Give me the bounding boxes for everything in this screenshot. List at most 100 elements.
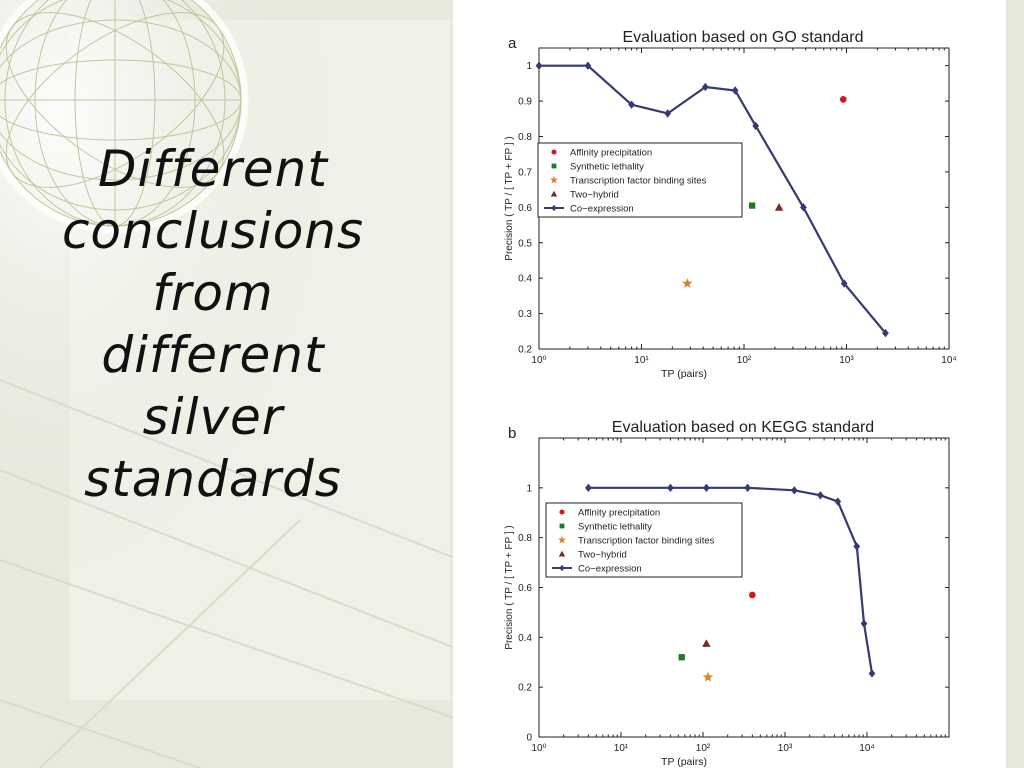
series-circle bbox=[839, 95, 847, 103]
x-tick-label: 10⁴ bbox=[941, 355, 956, 366]
data-point bbox=[551, 163, 557, 169]
legend-box bbox=[545, 502, 743, 578]
right-margin-strip bbox=[1006, 0, 1024, 768]
data-point bbox=[664, 109, 672, 118]
y-tick-label: 0.6 bbox=[518, 203, 532, 214]
data-point bbox=[800, 203, 807, 212]
y-axis-label: Precision ( TP / [ TP + FP ] ) bbox=[504, 525, 515, 649]
data-point bbox=[559, 509, 565, 515]
data-point bbox=[667, 483, 674, 493]
x-tick-label: 10¹ bbox=[634, 355, 649, 366]
data-point bbox=[744, 483, 751, 493]
legend: Affinity precipitation Synthetic lethalit… bbox=[537, 142, 743, 218]
chart-title: Evaluation based on KEGG standard bbox=[612, 419, 874, 436]
data-point bbox=[550, 175, 558, 184]
data-point bbox=[702, 671, 714, 682]
data-point bbox=[703, 483, 710, 493]
x-tick-label: 10⁴ bbox=[859, 743, 874, 754]
x-tick-label: 10² bbox=[737, 355, 752, 366]
data-point bbox=[774, 203, 784, 211]
go-standard-chart: a Evaluation based on GO standard 0.2 0.3 0.… bbox=[504, 29, 957, 380]
legend-box bbox=[537, 142, 743, 218]
data-point bbox=[834, 497, 842, 506]
figure-panel: a Evaluation based on GO standard 0.2 0.3 0.… bbox=[453, 0, 1006, 768]
data-point bbox=[868, 669, 876, 678]
data-point bbox=[559, 564, 565, 572]
data-point bbox=[731, 86, 739, 95]
data-point bbox=[558, 535, 566, 544]
wire-globe-decoration bbox=[0, 0, 249, 234]
series-square bbox=[748, 202, 756, 209]
y-tick-label: 0.8 bbox=[518, 533, 532, 544]
data-point bbox=[584, 61, 592, 70]
legend-label: Synthetic lethality bbox=[570, 162, 644, 173]
y-tick-label: 0.2 bbox=[518, 345, 532, 356]
legend-label: Co−expression bbox=[570, 204, 634, 215]
y-tick-label: 0.5 bbox=[518, 238, 532, 249]
data-point bbox=[550, 190, 558, 197]
series-line bbox=[588, 486, 874, 674]
series-star bbox=[702, 671, 714, 682]
slide-title-line: conclusions bbox=[61, 202, 365, 260]
data-point bbox=[702, 639, 711, 647]
kegg-standard-chart: b Evaluation based on KEGG standard 0 0.2 0.… bbox=[504, 419, 950, 768]
legend-label: Transcription factor binding sites bbox=[578, 536, 715, 547]
x-tick-label: 10³ bbox=[839, 355, 854, 366]
series-circle bbox=[749, 591, 756, 599]
x-axis-label: TP (pairs) bbox=[661, 756, 707, 768]
data-point bbox=[585, 483, 592, 493]
legend-label: Transcription factor binding sites bbox=[570, 176, 707, 187]
data-point bbox=[860, 619, 868, 628]
slide-title-line: standards bbox=[84, 450, 342, 508]
y-tick-label: 0.7 bbox=[518, 167, 532, 178]
data-point bbox=[839, 95, 847, 103]
data-point bbox=[882, 328, 889, 338]
series-square bbox=[678, 654, 685, 661]
data-point bbox=[682, 278, 693, 288]
series-line bbox=[539, 64, 887, 334]
slide-title: Different conclusions from different sil… bbox=[28, 138, 398, 510]
y-tick-label: 0 bbox=[526, 733, 532, 744]
data-point bbox=[840, 279, 848, 288]
legend-label: Affinity precipitation bbox=[578, 508, 660, 519]
data-point bbox=[702, 82, 709, 92]
data-point bbox=[749, 591, 756, 599]
x-tick-label: 10² bbox=[696, 743, 711, 754]
x-tick-label: 10³ bbox=[778, 743, 793, 754]
slide-title-line: from bbox=[152, 264, 274, 322]
series-star bbox=[682, 278, 693, 288]
y-tick-label: 0.2 bbox=[518, 683, 532, 694]
y-axis-label: Precision ( TP / [ TP + FP ] ) bbox=[504, 136, 515, 260]
y-tick-label: 1 bbox=[526, 483, 532, 494]
data-point bbox=[752, 121, 760, 131]
panel-letter: a bbox=[508, 35, 517, 52]
slide-title-line: different bbox=[101, 326, 325, 384]
data-point bbox=[551, 204, 557, 212]
data-point bbox=[678, 654, 685, 661]
x-axis-label: TP (pairs) bbox=[661, 368, 707, 380]
y-tick-label: 0.4 bbox=[518, 274, 532, 285]
y-tick-label: 0.4 bbox=[518, 633, 532, 644]
chart-title: Evaluation based on GO standard bbox=[622, 29, 863, 46]
data-point bbox=[559, 523, 565, 529]
y-tick-label: 0.6 bbox=[518, 583, 532, 594]
data-point bbox=[748, 202, 756, 209]
data-point bbox=[558, 550, 566, 557]
y-tick-label: 0.9 bbox=[518, 97, 532, 108]
panel-letter: b bbox=[508, 425, 516, 442]
data-point bbox=[817, 491, 824, 500]
y-tick-label: 0.8 bbox=[518, 132, 532, 143]
data-point bbox=[551, 149, 557, 155]
series-triangle bbox=[702, 639, 711, 647]
plot-frame bbox=[538, 437, 950, 738]
legend: Affinity precipitation Synthetic lethalit… bbox=[545, 502, 743, 578]
legend-label: Two−hybrid bbox=[578, 550, 627, 561]
legend-label: Affinity precipitation bbox=[570, 148, 652, 159]
legend-label: Two−hybrid bbox=[570, 190, 619, 201]
legend-label: Synthetic lethality bbox=[578, 522, 652, 533]
series-triangle bbox=[774, 203, 784, 211]
x-tick-label: 10⁰ bbox=[531, 743, 546, 754]
data-point bbox=[790, 486, 798, 495]
x-tick-label: 10¹ bbox=[614, 743, 629, 754]
slide-title-line: Different bbox=[98, 140, 328, 198]
